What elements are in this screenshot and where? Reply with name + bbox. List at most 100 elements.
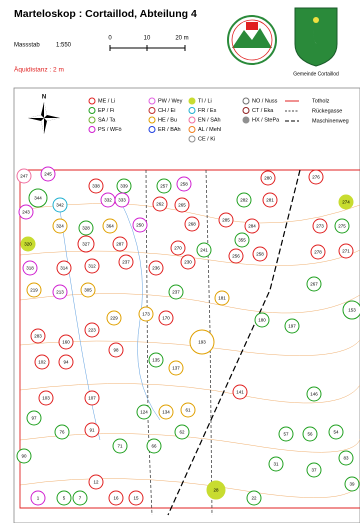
tree-label: 318	[26, 265, 34, 270]
tree-symbol	[284, 318, 300, 334]
tree-symbol	[16, 168, 32, 184]
legend-symbol	[148, 97, 156, 105]
tree-label: 262	[156, 201, 164, 206]
tree-symbol	[34, 354, 50, 370]
tree-label: 364	[106, 223, 114, 228]
tree-label: 265	[178, 202, 186, 207]
tree-label: 12	[93, 479, 99, 484]
tree-label: 320	[24, 241, 32, 246]
tree-label: 229	[110, 315, 118, 320]
tree-symbol	[184, 216, 200, 232]
scale-label: Massstab	[14, 43, 40, 49]
tree-symbol	[244, 218, 260, 234]
tree-symbol	[22, 260, 38, 276]
legend-label: ER / BAh	[158, 127, 181, 133]
map-frame	[13, 87, 360, 523]
legend-label: EP / Fi	[98, 108, 114, 114]
tree-symbol	[234, 232, 250, 248]
legend-symbol	[148, 107, 156, 114]
tree-symbol	[88, 178, 104, 194]
tree-label: 273	[316, 223, 324, 228]
tree-symbol	[38, 390, 54, 406]
tree-label: 103	[42, 395, 50, 400]
tree-symbol	[78, 220, 94, 236]
tree-symbol	[112, 438, 128, 454]
tree-symbol	[344, 476, 360, 492]
tree-label: 268	[188, 221, 196, 226]
legend-symbol	[188, 107, 196, 114]
tree-label: 245	[44, 171, 52, 176]
tree-symbol	[310, 244, 326, 260]
tree-symbol	[138, 306, 154, 322]
tree-label: 135	[152, 357, 160, 362]
tree-symbol	[20, 236, 36, 252]
tree-symbol	[152, 196, 168, 212]
tree-label: 180	[258, 317, 266, 322]
tree-label: 305	[84, 287, 92, 292]
tree-label: 181	[218, 295, 226, 300]
tree-label: 134	[162, 409, 170, 414]
tree-symbol	[306, 462, 322, 478]
tree-label: 284	[248, 223, 256, 228]
tree-symbol	[176, 176, 192, 192]
tree-label: 76	[59, 429, 65, 434]
tree-label: 243	[22, 209, 30, 214]
legend-symbol	[148, 116, 156, 124]
tree-label: 328	[82, 225, 90, 230]
tree-symbol	[112, 236, 128, 252]
tree-label: 213	[56, 289, 64, 294]
municipality: Gemeinde Cortaillod	[293, 71, 339, 77]
legend-label: FR / Es	[198, 108, 217, 114]
tree-label: 97	[31, 415, 37, 420]
tree-label: 90	[21, 453, 27, 458]
legend-label: EN / SAh	[198, 117, 221, 123]
tree-label: 344	[34, 195, 42, 200]
tree-symbol	[58, 334, 74, 350]
tree-symbol	[180, 402, 196, 418]
tree-symbol	[136, 404, 152, 420]
tree-symbol	[228, 248, 244, 264]
tree-symbol	[308, 169, 324, 185]
legend-symbol	[242, 107, 250, 114]
skid-trails	[145, 169, 213, 516]
tree-symbol	[268, 456, 284, 472]
tree-label: 146	[310, 391, 318, 396]
tree-label: 91	[89, 427, 95, 432]
tree-label: 333	[118, 197, 126, 202]
trees: 247 245 338 339 257 258 280 276 274 344 243 342 332 3…	[16, 166, 360, 506]
tree-symbol	[232, 384, 248, 400]
tree-symbol	[114, 192, 130, 208]
tree-symbol	[278, 426, 294, 442]
legend-symbol	[88, 116, 96, 124]
legend-symbol	[188, 116, 196, 124]
tree-label: 66	[151, 443, 157, 448]
tree-label: 274	[342, 199, 350, 204]
tree-label: 137	[172, 365, 180, 370]
tree-label: 173	[142, 311, 150, 316]
machine-track	[167, 169, 301, 516]
tree-label: 107	[88, 395, 96, 400]
legend-symbol	[88, 107, 96, 114]
tree-symbol	[146, 438, 162, 454]
tree-symbol	[302, 426, 318, 442]
tree-symbol	[306, 386, 322, 402]
scale-tick: 20 m	[175, 36, 188, 42]
tree-symbol	[30, 328, 46, 344]
tree-label: 102	[38, 359, 46, 364]
tree-symbol	[189, 329, 215, 355]
legend-symbol	[242, 116, 250, 124]
tree-label: 314	[60, 265, 68, 270]
tree-symbol	[102, 218, 118, 234]
tree-label: 39	[349, 481, 355, 486]
tree-symbol	[58, 354, 74, 370]
legend-label: HX / StePa	[252, 117, 280, 123]
tree-symbol	[334, 218, 350, 234]
tree-symbol	[168, 284, 184, 300]
tree-symbol	[158, 404, 174, 420]
tree-symbol	[16, 448, 32, 464]
tree-symbol	[84, 422, 100, 438]
legend-label: SA / Ta	[98, 117, 116, 123]
tree-symbol	[252, 246, 268, 262]
